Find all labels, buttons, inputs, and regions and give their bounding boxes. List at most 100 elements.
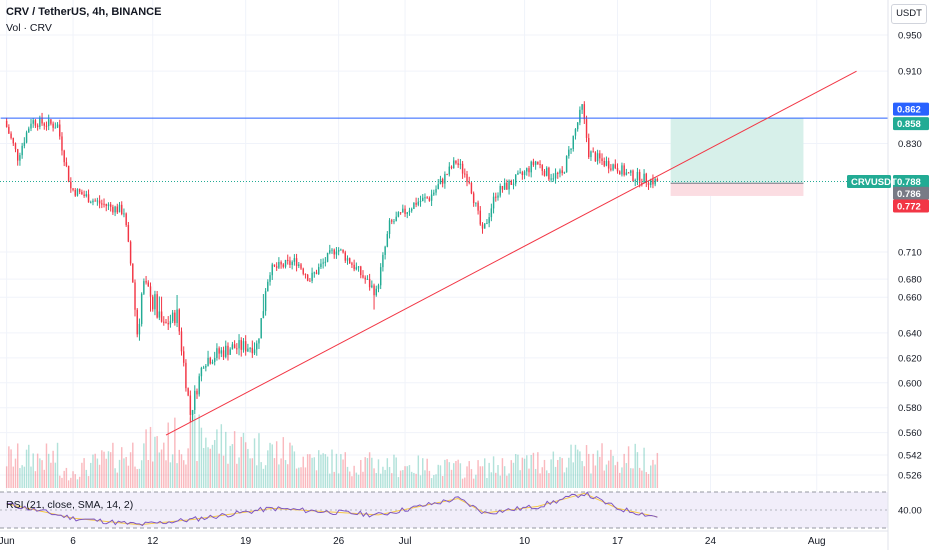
x-tick-label: Aug bbox=[808, 536, 826, 547]
candle-body bbox=[596, 153, 599, 162]
candle bbox=[342, 249, 344, 254]
candle bbox=[112, 204, 114, 215]
volume-bar bbox=[601, 443, 603, 488]
candle-body bbox=[165, 321, 167, 323]
volume-bar bbox=[249, 458, 251, 488]
volume-bar bbox=[25, 449, 28, 488]
candle-body bbox=[149, 286, 152, 297]
candle bbox=[191, 409, 194, 422]
candle bbox=[545, 166, 548, 177]
candle bbox=[501, 185, 504, 193]
candle-body bbox=[574, 129, 577, 136]
candle-body bbox=[194, 390, 196, 410]
candle-body bbox=[641, 182, 643, 184]
candle-body bbox=[87, 194, 90, 203]
candle-body bbox=[156, 294, 158, 318]
entry-price-label-bg bbox=[893, 186, 929, 200]
candle bbox=[23, 137, 26, 149]
candle-body bbox=[59, 124, 61, 137]
candle-body bbox=[563, 172, 566, 174]
volume-bar bbox=[355, 472, 358, 488]
candle-body bbox=[273, 264, 276, 267]
candle bbox=[127, 221, 130, 243]
candle-body bbox=[630, 170, 632, 173]
candle bbox=[315, 269, 318, 275]
volume-bar bbox=[134, 466, 136, 488]
candle bbox=[165, 318, 167, 324]
candle-body bbox=[368, 278, 371, 288]
volume-bar bbox=[368, 452, 371, 488]
volume-bar bbox=[570, 444, 572, 488]
candle-body bbox=[634, 180, 636, 182]
volume-bar bbox=[156, 436, 158, 488]
volume-bar bbox=[103, 451, 105, 488]
volume-bar bbox=[510, 460, 512, 488]
candle-body bbox=[599, 153, 601, 159]
candle bbox=[222, 346, 225, 361]
entry-price-label-text: 0.786 bbox=[897, 189, 921, 200]
volume-bar bbox=[163, 442, 165, 488]
candle-body bbox=[466, 174, 468, 183]
volume-bar bbox=[247, 448, 249, 488]
candle-body bbox=[189, 395, 192, 415]
volume-bar bbox=[90, 462, 92, 488]
volume-bar bbox=[638, 467, 641, 488]
candle-body bbox=[399, 212, 402, 214]
candle-body bbox=[129, 241, 132, 264]
candle-body bbox=[366, 278, 369, 280]
volume-bar bbox=[76, 479, 79, 488]
candle bbox=[176, 294, 178, 328]
currency-unit-button[interactable]: USDT bbox=[891, 4, 927, 24]
candle-body bbox=[388, 220, 391, 234]
candle-body bbox=[103, 203, 105, 205]
volume-bar bbox=[479, 466, 482, 488]
volume-bar bbox=[94, 453, 96, 488]
symbol-title[interactable]: CRV / TetherUS, 4h, BINANCE bbox=[6, 6, 162, 18]
candle-body bbox=[269, 275, 271, 282]
candle bbox=[371, 280, 373, 289]
volume-bar bbox=[269, 442, 271, 488]
volume-legend[interactable]: Vol · CRV bbox=[6, 22, 52, 34]
x-tick-label: 10 bbox=[519, 536, 531, 547]
candle bbox=[581, 104, 583, 114]
volume-bar bbox=[231, 444, 234, 488]
volume-bar bbox=[198, 414, 200, 488]
candle-body bbox=[83, 194, 85, 197]
candle bbox=[209, 356, 211, 365]
x-tick-label: 12 bbox=[147, 536, 159, 547]
volume-bar bbox=[189, 417, 192, 488]
candle bbox=[486, 219, 488, 225]
candle bbox=[169, 314, 172, 328]
candle-body bbox=[92, 200, 94, 203]
volume-bar bbox=[399, 470, 402, 488]
candle-body bbox=[384, 246, 386, 255]
candle bbox=[384, 245, 386, 260]
volume-bar bbox=[619, 472, 621, 488]
candle-body bbox=[205, 365, 207, 368]
candle-body bbox=[621, 165, 623, 175]
volume-bar bbox=[67, 480, 70, 488]
candle-body bbox=[236, 348, 238, 350]
candle-body bbox=[54, 127, 57, 129]
candle-body bbox=[472, 193, 475, 204]
candle-body bbox=[5, 120, 8, 128]
candle-body bbox=[267, 281, 269, 292]
volume-bar bbox=[572, 462, 574, 488]
candle bbox=[16, 148, 19, 166]
candle bbox=[85, 190, 88, 198]
stop-price-label-bg bbox=[893, 199, 929, 213]
candle bbox=[107, 202, 110, 211]
candle bbox=[619, 170, 621, 175]
candle-body bbox=[583, 104, 586, 120]
volume-bar bbox=[233, 431, 236, 488]
volume-bar bbox=[528, 468, 530, 488]
candle-body bbox=[519, 172, 521, 174]
candle-body bbox=[240, 340, 242, 350]
candle-body bbox=[169, 321, 172, 325]
rsi-legend[interactable]: RSI (21, close, SMA, 14, 2) bbox=[6, 499, 134, 511]
candle bbox=[269, 272, 271, 286]
candle-body bbox=[395, 216, 397, 222]
candle-body bbox=[52, 123, 54, 128]
candle-body bbox=[528, 168, 530, 173]
